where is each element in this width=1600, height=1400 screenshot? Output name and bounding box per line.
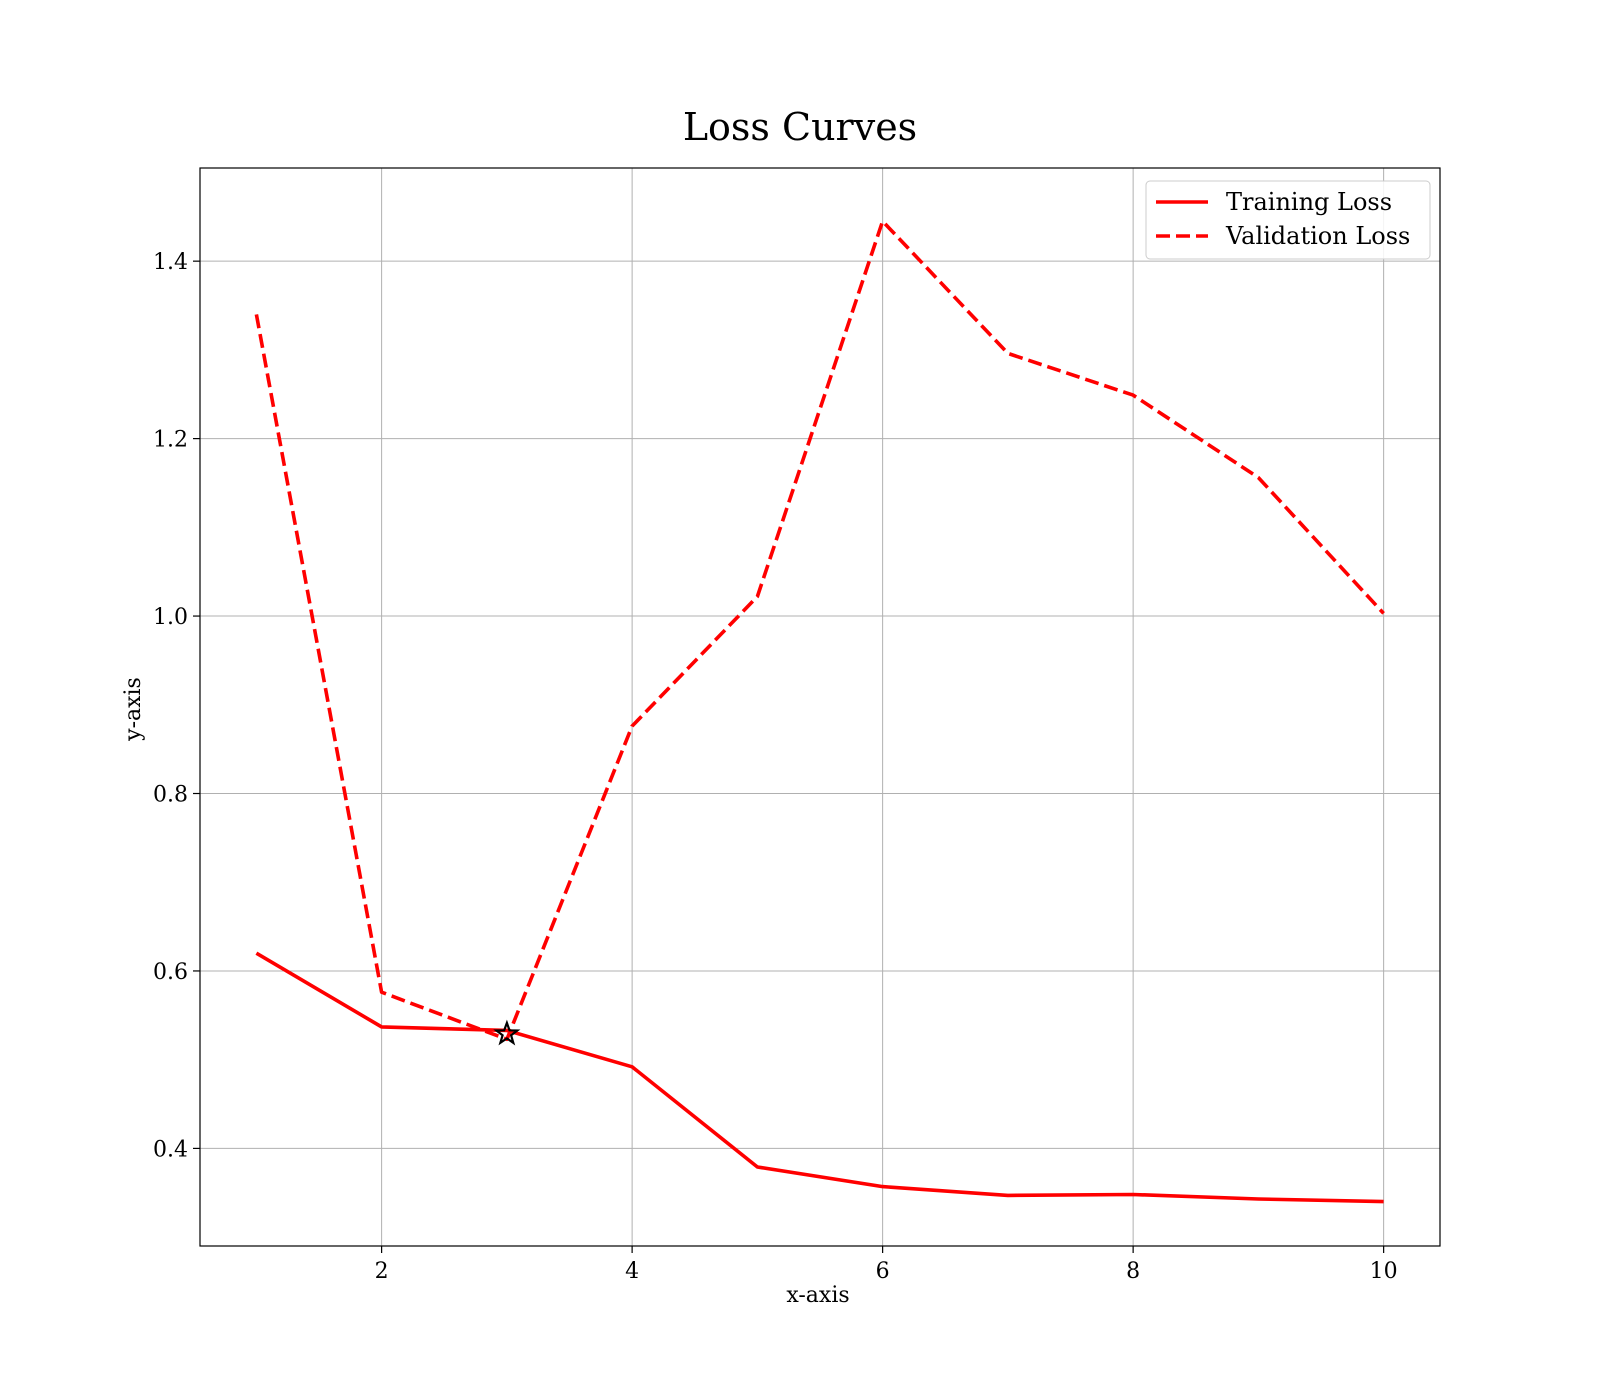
chart-title: Loss Curves [683, 105, 917, 149]
legend-box [1145, 180, 1431, 260]
x-tick-label: 8 [1126, 1259, 1140, 1284]
star-marker [493, 1019, 521, 1046]
legend-label: Training Loss [1226, 188, 1392, 216]
legend: Training Loss Validation Loss [1145, 180, 1431, 260]
x-tick-label: 10 [1370, 1259, 1398, 1284]
y-axis-label: y-axis [121, 677, 146, 742]
x-ticks: 2 4 6 8 10 [375, 1246, 1398, 1284]
y-tick-label: 1.0 [153, 605, 188, 630]
y-tick-label: 1.2 [153, 428, 188, 453]
y-tick-label: 0.8 [153, 783, 188, 808]
grid [200, 168, 1440, 1246]
legend-label: Validation Loss [1225, 222, 1410, 250]
y-tick-label: 0.4 [153, 1137, 188, 1162]
x-tick-label: 2 [375, 1259, 389, 1284]
series-layer [254, 219, 1385, 1204]
x-tick-label: 6 [876, 1259, 890, 1284]
marker-layer [493, 1019, 521, 1046]
x-axis-label: x-axis [786, 1283, 849, 1308]
x-tick-label: 4 [625, 1259, 639, 1284]
y-ticks: 0.4 0.6 0.8 1.0 1.2 1.4 [153, 250, 200, 1162]
y-tick-label: 0.6 [153, 960, 188, 985]
plot-frame [199, 167, 1441, 1247]
training-loss-line [255, 951, 1384, 1204]
validation-loss-line [254, 219, 1385, 1042]
y-tick-label: 1.4 [153, 250, 188, 275]
